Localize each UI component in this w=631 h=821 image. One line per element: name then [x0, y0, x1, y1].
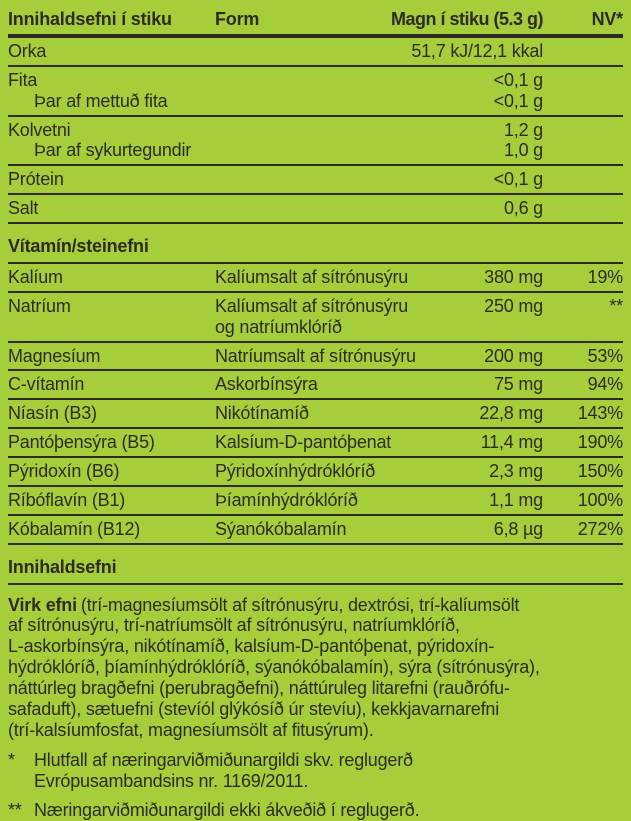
nutrient-amount: <0,1 g [453, 90, 543, 117]
nutrient-form: Kalíumsalt af sítrónusýru [215, 263, 453, 293]
header-ingredient: Innihaldsefni í stiku [8, 5, 215, 38]
table-row-pantothensyra: Pantóþensýra (B5) Kalsíum-D-pantóþenat 1… [8, 428, 623, 458]
nutrient-name: Pýridoxín (B6) [8, 457, 215, 487]
nutrient-nv [543, 116, 623, 141]
nutrient-name: Natríum [8, 291, 215, 343]
nutrient-nv: 272% [543, 514, 623, 545]
macro-nutrition-table: Innihaldsefni í stiku Form Magn í stiku … [8, 5, 623, 224]
nutrient-nv [543, 165, 623, 196]
table-row-salt: Salt 0,6 g [8, 194, 623, 224]
nutrient-name: Pantóþensýra (B5) [8, 428, 215, 458]
ingredients-text: (trí-magnesíumsölt af sítrónusýru, dextr… [8, 594, 540, 740]
header-form: Form [215, 5, 377, 38]
nutrient-form: Kalíumsalt af sítrónusýru og natríumklór… [215, 291, 453, 343]
footnote-marker: ** [8, 800, 22, 821]
table-row-pyridoxin: Pýridoxín (B6) Pýridoxínhýdróklóríð 2,3 … [8, 457, 623, 487]
nutrient-nv: ** [543, 291, 623, 343]
ingredients-lead-label: Virk efni [8, 594, 77, 615]
nutrient-amount: 1,0 g [453, 140, 543, 167]
nutrient-name: Kóbalamín (B12) [8, 514, 215, 545]
nutrient-amount: 22,8 mg [453, 399, 543, 430]
nutrient-amount: 51,7 kJ/12,1 kkal [377, 35, 543, 67]
nutrient-name: Orka [8, 35, 377, 67]
nutrient-nv: 53% [543, 341, 623, 372]
table-row-kobalamin: Kóbalamín (B12) Sýanókóbalamín 6,8 µg 27… [8, 514, 623, 545]
nutrient-name: Þar af sykurtegundir [8, 140, 453, 167]
nutrient-form: Askorbínsýra [215, 370, 453, 401]
nutrient-amount: 0,6 g [453, 194, 543, 224]
nutrient-name: Salt [8, 194, 453, 224]
nutrient-nv [543, 35, 623, 67]
table-row-fita: Fita <0,1 g [8, 66, 623, 91]
table-row-natrium: Natríum Kalíumsalt af sítrónusýru og nat… [8, 291, 623, 343]
nutrient-name: Kolvetni [8, 119, 71, 140]
nutrient-amount: 11,4 mg [453, 428, 543, 458]
nutrient-form: Nikótínamíð [215, 399, 453, 430]
table-row-sykurtegundir: Þar af sykurtegundir 1,0 g [8, 140, 623, 167]
table-row-magnesium: Magnesíum Natríumsalt af sítrónusýru 200… [8, 341, 623, 372]
nutrient-amount: <0,1 g [453, 165, 543, 196]
ingredients-section-heading: Innihaldsefni [8, 557, 623, 585]
nutrient-name: Fita [8, 69, 38, 90]
nutrient-amount: <0,1 g [493, 69, 544, 90]
nutrient-nv: 190% [543, 428, 623, 458]
table-row-kalium: Kalíum Kalíumsalt af sítrónusýru 380 mg … [8, 263, 623, 293]
nutrient-nv [543, 140, 623, 167]
nutrient-form: Kalsíum-D-pantóþenat [215, 428, 453, 458]
nutrient-amount: 1,2 g [503, 119, 543, 140]
nutrient-nv [543, 66, 623, 91]
nutrient-amount: 250 mg [453, 291, 543, 343]
nutrient-nv: 150% [543, 457, 623, 487]
footnote-text: Hlutfall af næringarviðmiðunargildi skv.… [34, 749, 413, 791]
nutrient-nv [543, 194, 623, 224]
table-row-protein: Prótein <0,1 g [8, 165, 623, 196]
vitamins-table: Kalíum Kalíumsalt af sítrónusýru 380 mg … [8, 263, 623, 545]
nutrient-form: Þíamínhýdróklóríð [215, 485, 453, 516]
nutrient-amount: 75 mg [453, 370, 543, 401]
ingredients-paragraph: Virk efni (trí-magnesíumsölt af sítrónusý… [8, 595, 623, 741]
nutrient-amount: 200 mg [453, 341, 543, 372]
table-row-orka: Orka 51,7 kJ/12,1 kkal [8, 35, 623, 67]
nutrient-form: Pýridoxínhýdróklóríð [215, 457, 453, 487]
nutrient-name: Magnesíum [8, 341, 215, 372]
table-row-mettud-fita: Þar af mettuð fita <0,1 g [8, 90, 623, 117]
header-amount: Magn í stiku (5.3 g) [377, 5, 544, 38]
footnote-nv-reference: * Hlutfall af næringarviðmiðunargildi sk… [8, 750, 623, 792]
nutrient-amount: 2,3 mg [453, 457, 543, 487]
nutrient-form: Sýanókóbalamín [215, 514, 453, 545]
nutrient-amount: 380 mg [453, 263, 543, 293]
nutrient-nv [543, 90, 623, 117]
footnote-marker: * [8, 749, 15, 770]
footnote-text: Næringarviðmiðunargildi ekki ákveðið í r… [34, 800, 420, 821]
nutrient-nv: 19% [543, 263, 623, 293]
table-row-c-vitamin: C-vítamín Askorbínsýra 75 mg 94% [8, 370, 623, 401]
nutrient-name: Níasín (B3) [8, 399, 215, 430]
table-row-riboflavin: Ríbóflavín (B1) Þíamínhýdróklóríð 1,1 mg… [8, 485, 623, 516]
nutrient-nv: 100% [543, 485, 623, 516]
nutrient-nv: 143% [543, 399, 623, 430]
vitamins-section-heading: Vítamín/steinefni [8, 236, 623, 264]
nutrient-name: C-vítamín [8, 370, 215, 401]
nutrient-form: Natríumsalt af sítrónusýru [215, 341, 453, 372]
table-row-kolvetni: Kolvetni 1,2 g [8, 116, 623, 141]
table-header-row: Innihaldsefni í stiku Form Magn í stiku … [8, 5, 623, 38]
header-nv: NV* [543, 5, 623, 38]
footnote-no-reference-value: ** Næringarviðmiðunargildi ekki ákveðið … [8, 800, 623, 821]
nutrient-name: Prótein [8, 165, 453, 196]
nutrient-name: Ríbóflavín (B1) [8, 485, 215, 516]
nutrient-amount: 1,1 mg [453, 485, 543, 516]
nutrient-amount: 6,8 µg [453, 514, 543, 545]
nutrient-name: Þar af mettuð fita [8, 90, 453, 117]
table-row-niasin: Níasín (B3) Nikótínamíð 22,8 mg 143% [8, 399, 623, 430]
nutrient-nv: 94% [543, 370, 623, 401]
nutrient-name: Kalíum [8, 263, 215, 293]
